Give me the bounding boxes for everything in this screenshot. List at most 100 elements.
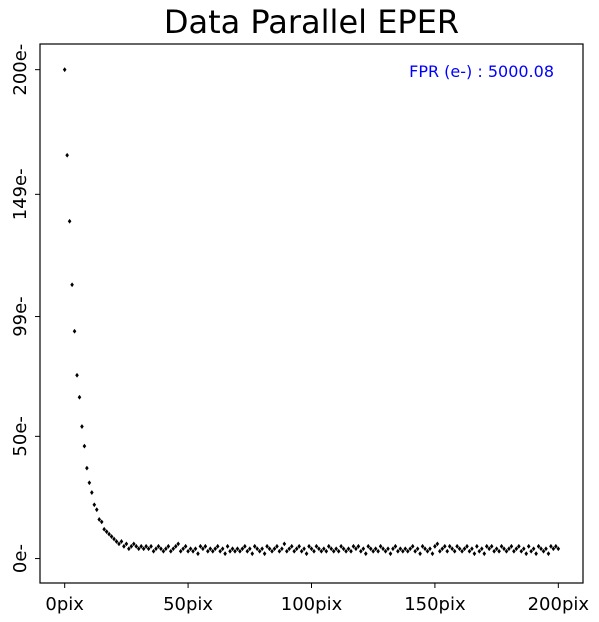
data-point bbox=[371, 548, 376, 554]
data-point bbox=[285, 548, 289, 554]
data-point bbox=[240, 546, 245, 552]
data-point bbox=[112, 536, 116, 542]
data-point bbox=[169, 548, 173, 554]
data-point bbox=[99, 519, 104, 525]
data-point bbox=[136, 546, 141, 552]
fpr-annotation: FPR (e-) : 5000.08 bbox=[409, 62, 554, 81]
data-point bbox=[521, 546, 526, 552]
data-point bbox=[339, 543, 343, 549]
data-point bbox=[475, 543, 479, 549]
data-point bbox=[336, 548, 341, 554]
data-point bbox=[349, 548, 353, 554]
data-point bbox=[529, 548, 533, 554]
data-point bbox=[131, 541, 136, 547]
data-point bbox=[193, 546, 198, 552]
data-point bbox=[107, 531, 111, 537]
y-tick-label: 99e- bbox=[10, 296, 31, 336]
y-tick-label: 50e- bbox=[10, 416, 31, 456]
data-point bbox=[141, 546, 146, 552]
data-point bbox=[344, 548, 348, 554]
data-point bbox=[381, 546, 385, 552]
data-point bbox=[127, 546, 131, 552]
data-point bbox=[250, 551, 255, 557]
data-point bbox=[85, 465, 89, 471]
data-point bbox=[391, 546, 395, 552]
data-point bbox=[213, 546, 218, 552]
data-point bbox=[393, 543, 398, 549]
data-point bbox=[102, 526, 106, 532]
data-point bbox=[376, 548, 380, 554]
data-point bbox=[223, 551, 227, 557]
data-point bbox=[267, 546, 272, 552]
data-point bbox=[218, 548, 222, 554]
data-point bbox=[425, 548, 430, 554]
data-point bbox=[512, 548, 516, 554]
data-point bbox=[354, 546, 358, 552]
data-point bbox=[423, 546, 427, 552]
data-point bbox=[430, 551, 435, 557]
data-point bbox=[351, 543, 356, 549]
data-point bbox=[364, 551, 368, 557]
data-point bbox=[206, 548, 210, 554]
data-point bbox=[65, 152, 69, 158]
data-point bbox=[287, 546, 292, 552]
x-tick-label: 200pix bbox=[528, 594, 590, 615]
data-point bbox=[544, 546, 548, 552]
x-tick-label: 150pix bbox=[404, 594, 466, 615]
data-point bbox=[487, 546, 492, 552]
data-point bbox=[255, 546, 259, 552]
data-point bbox=[405, 548, 410, 554]
data-point bbox=[117, 541, 121, 547]
y-axis: 0e- 50e- 99e- 149e- 200e- bbox=[10, 44, 40, 573]
data-point bbox=[124, 541, 129, 547]
data-point bbox=[67, 218, 72, 224]
data-point bbox=[420, 543, 425, 549]
data-point bbox=[90, 490, 94, 495]
data-point bbox=[319, 548, 324, 554]
data-point bbox=[70, 282, 74, 288]
data-point bbox=[235, 546, 240, 552]
data-point bbox=[161, 548, 166, 554]
data-point bbox=[428, 546, 432, 552]
data-point bbox=[378, 543, 383, 549]
data-point bbox=[176, 541, 181, 547]
data-point bbox=[410, 543, 415, 549]
data-point bbox=[215, 543, 220, 549]
data-point bbox=[203, 543, 208, 549]
data-point bbox=[534, 551, 538, 557]
data-point bbox=[484, 543, 489, 549]
y-tick-label: 149e- bbox=[10, 168, 31, 220]
data-point bbox=[257, 548, 262, 554]
data-point bbox=[297, 543, 301, 549]
chart-title: Data Parallel EPER bbox=[164, 3, 459, 41]
data-point bbox=[554, 543, 558, 549]
data-point bbox=[346, 546, 351, 552]
data-point bbox=[82, 443, 87, 449]
data-point bbox=[164, 546, 168, 552]
data-point bbox=[243, 543, 247, 549]
data-point bbox=[514, 546, 519, 552]
data-point bbox=[181, 546, 185, 552]
data-point bbox=[149, 543, 153, 549]
data-point bbox=[499, 543, 504, 549]
data-point bbox=[289, 543, 294, 549]
data-point bbox=[472, 551, 477, 557]
data-point bbox=[299, 548, 304, 554]
data-point bbox=[549, 543, 553, 549]
data-point bbox=[460, 548, 464, 554]
data-point bbox=[275, 543, 279, 549]
data-point bbox=[507, 546, 511, 552]
data-point bbox=[398, 546, 403, 552]
data-point bbox=[341, 546, 346, 552]
data-point bbox=[457, 546, 462, 552]
data-point bbox=[109, 534, 114, 539]
data-point bbox=[526, 543, 531, 549]
data-point bbox=[260, 546, 264, 552]
data-point bbox=[440, 546, 445, 552]
data-point bbox=[233, 548, 237, 554]
data-point bbox=[442, 543, 447, 549]
data-point bbox=[334, 546, 338, 552]
data-point bbox=[435, 541, 440, 547]
data-point bbox=[252, 543, 257, 549]
data-point bbox=[196, 551, 200, 557]
